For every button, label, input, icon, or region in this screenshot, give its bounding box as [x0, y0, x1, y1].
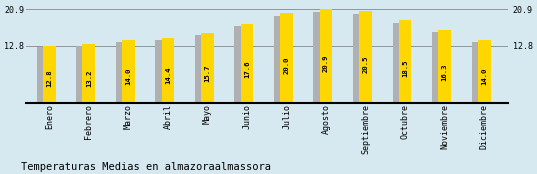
Bar [122, 40, 135, 103]
Bar [432, 32, 443, 103]
Bar [115, 42, 127, 103]
Bar [234, 26, 245, 103]
Text: 14.4: 14.4 [165, 67, 171, 85]
Bar [43, 46, 56, 103]
Bar [162, 38, 174, 103]
Text: 16.3: 16.3 [442, 63, 448, 81]
Bar [76, 46, 87, 103]
Bar [438, 30, 451, 103]
Text: 20.9: 20.9 [323, 55, 329, 72]
Bar [201, 33, 214, 103]
Bar [195, 35, 206, 103]
Bar [399, 20, 411, 103]
Bar [280, 13, 293, 103]
Bar [155, 40, 166, 103]
Text: Temperaturas Medias en almazoraalmassora: Temperaturas Medias en almazoraalmassora [21, 162, 272, 172]
Bar [274, 16, 285, 103]
Bar [359, 11, 372, 103]
Bar [393, 22, 404, 103]
Bar [320, 9, 332, 103]
Text: 14.0: 14.0 [481, 68, 487, 85]
Text: 12.8: 12.8 [46, 70, 52, 88]
Text: 15.7: 15.7 [205, 65, 211, 82]
Text: 17.6: 17.6 [244, 61, 250, 78]
Text: 20.5: 20.5 [362, 56, 368, 73]
Bar [83, 44, 95, 103]
Text: 14.0: 14.0 [125, 68, 132, 85]
Text: 18.5: 18.5 [402, 59, 408, 77]
Bar [241, 24, 253, 103]
Text: 13.2: 13.2 [86, 69, 92, 87]
Bar [478, 40, 491, 103]
Bar [471, 42, 483, 103]
Bar [37, 47, 48, 103]
Bar [353, 14, 364, 103]
Text: 20.0: 20.0 [284, 57, 289, 74]
Bar [314, 12, 324, 103]
